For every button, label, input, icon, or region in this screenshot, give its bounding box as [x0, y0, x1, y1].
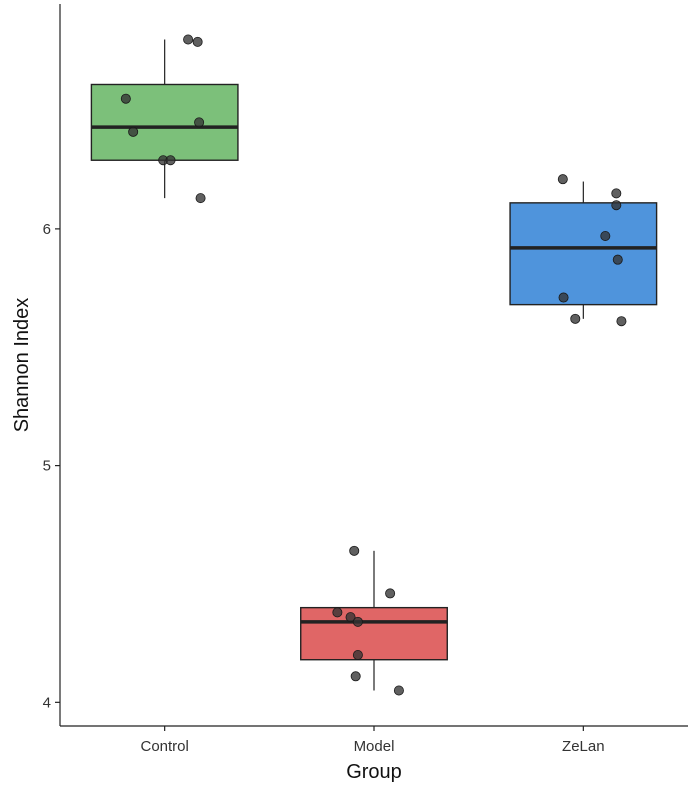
data-point	[165, 155, 176, 166]
data-point	[195, 193, 206, 204]
x-axis-title: Group	[346, 761, 402, 783]
data-point	[350, 671, 361, 682]
box-group-zelan	[509, 174, 658, 327]
data-point	[120, 93, 131, 104]
data-point	[616, 316, 627, 327]
y-axis-ticks: 4 5 6	[43, 221, 60, 711]
box	[300, 606, 448, 661]
x-tick-label: Model	[354, 738, 395, 755]
y-tick-label: 4	[43, 694, 51, 711]
data-point	[611, 200, 622, 211]
data-point	[345, 612, 356, 623]
data-point	[192, 36, 203, 47]
data-point	[349, 545, 360, 556]
box-group-model	[300, 545, 448, 696]
data-point	[183, 34, 194, 45]
box	[509, 202, 658, 306]
data-point	[557, 174, 568, 185]
data-point	[352, 616, 363, 627]
data-point	[385, 588, 396, 599]
y-axis-title: Shannon Index	[11, 298, 33, 433]
x-tick-label: Control	[140, 738, 188, 755]
data-point	[352, 649, 363, 660]
data-point	[600, 230, 611, 241]
plot-area	[90, 34, 658, 696]
data-point	[194, 117, 205, 128]
data-point	[612, 254, 623, 265]
box	[90, 83, 239, 161]
x-axis-ticks: Control Model ZeLan	[140, 726, 605, 755]
data-point	[558, 292, 569, 303]
y-tick-label: 6	[43, 221, 51, 238]
data-point	[611, 188, 622, 199]
data-point	[332, 607, 343, 618]
box-group-control	[90, 34, 239, 204]
data-point	[128, 126, 139, 137]
data-point	[570, 313, 581, 324]
data-point	[393, 685, 404, 696]
y-tick-label: 5	[43, 458, 51, 475]
x-tick-label: ZeLan	[562, 738, 605, 755]
